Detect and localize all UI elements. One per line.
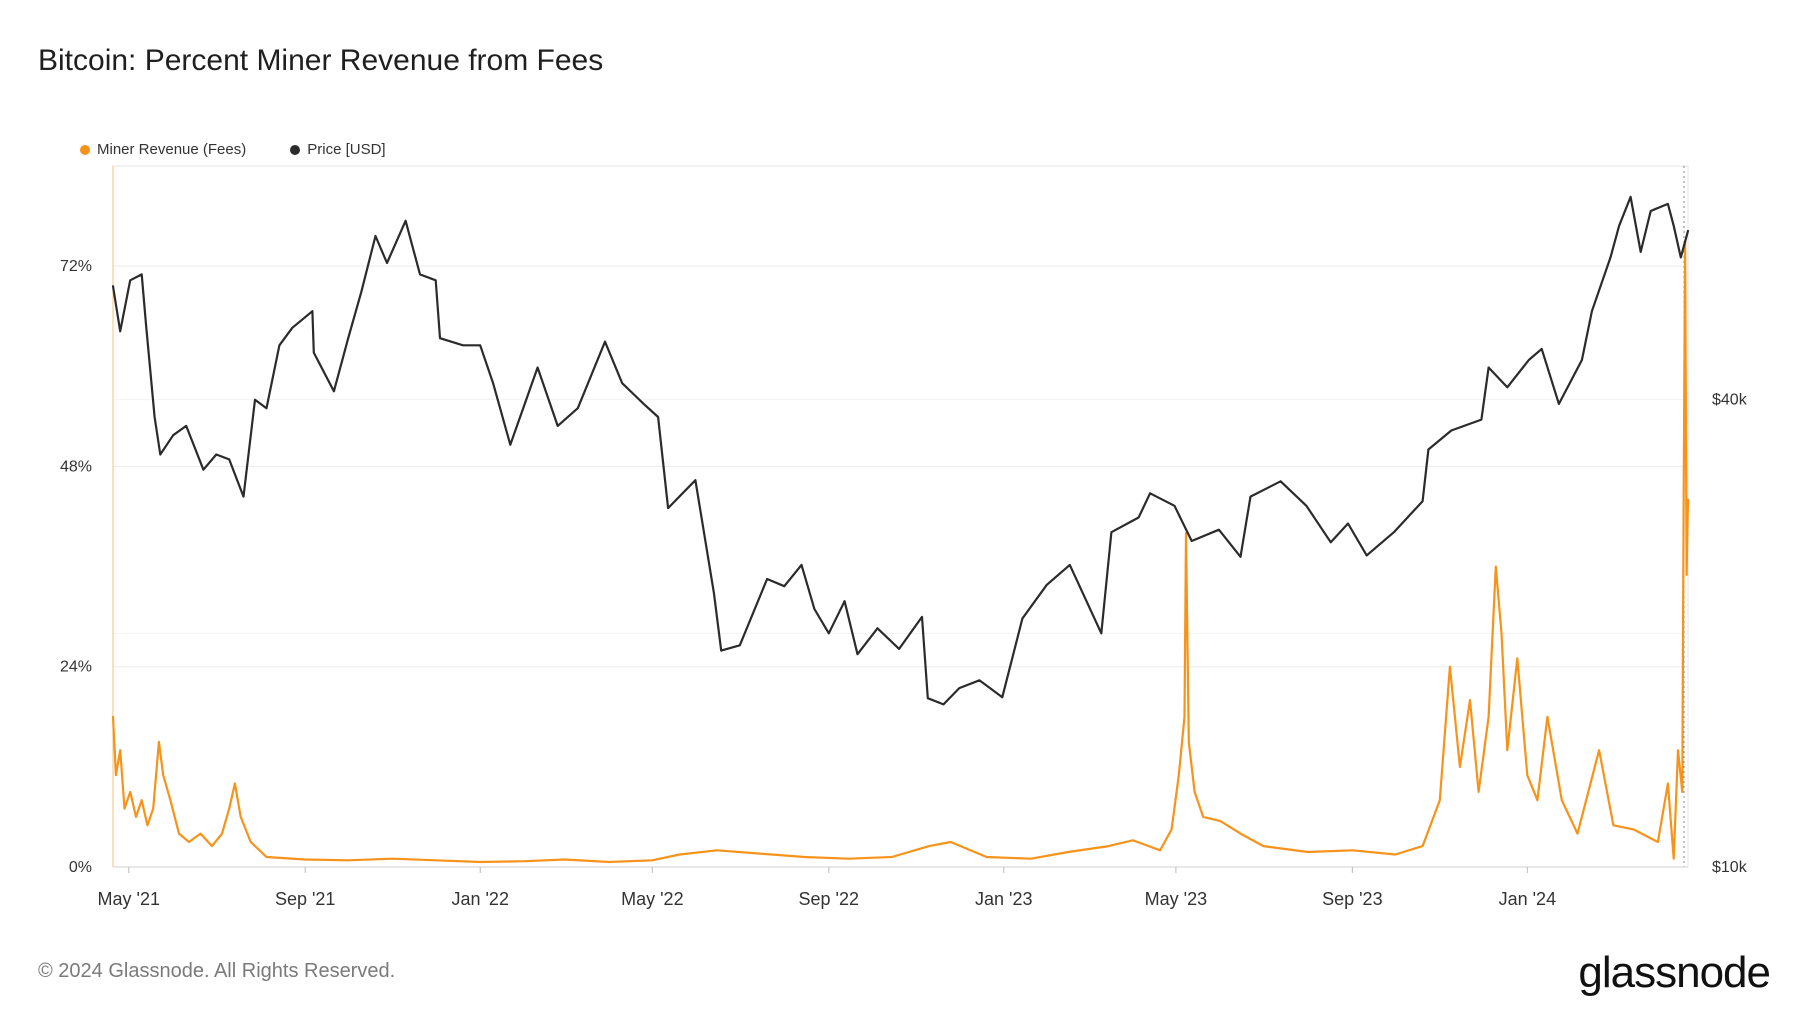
x-tick-label: May '23 [1145,889,1207,909]
left-tick-label: 72% [60,258,92,275]
brand-logo: glassnode [1578,948,1771,997]
legend-item-fees[interactable]: Miner Revenue (Fees) [80,141,246,158]
right-tick-label: $10k [1712,859,1748,876]
left-tick-label: 48% [60,458,92,475]
series-line-price-usd[interactable] [111,195,1690,706]
x-tick-label: Jan '22 [451,889,508,909]
grid-lines [113,265,1688,868]
series-layer [111,195,1690,864]
series-line-miner-revenue-fees[interactable] [111,240,1690,864]
copyright-footer: © 2024 Glassnode. All Rights Reserved. [38,960,396,982]
right-axis-ticks: $10k $40k [1712,392,1748,876]
legend-dot-price [290,144,301,155]
left-tick-label: 24% [60,659,92,676]
left-tick-label: 0% [69,859,92,876]
legend-dot-fees [80,144,90,155]
chart-title: Bitcoin: Percent Miner Revenue from Fees [38,44,604,77]
plot-frame [112,165,1689,868]
x-tick-label: May '22 [621,889,683,909]
legend-item-price[interactable]: Price [USD] [290,141,386,158]
right-tick-label: $40k [1712,392,1748,409]
x-tick-label: Jan '23 [975,889,1032,909]
legend-label-price: Price [USD] [307,141,386,158]
x-tick-label: Sep '22 [799,889,860,909]
plot-border [112,165,1689,868]
x-tick-label: Sep '23 [1322,889,1383,909]
legend: Miner Revenue (Fees) Price [USD] [80,141,386,158]
left-axis-ticks: 0% 24% 48% 72% [60,258,92,876]
legend-label-fees: Miner Revenue (Fees) [97,141,247,158]
x-tick-label: May '21 [98,889,160,909]
x-axis-ticks: May '21 Sep '21 Jan '22 May '22 Sep '22 Jan '… [98,867,1556,909]
x-tick-label: Sep '21 [275,889,336,909]
x-tick-label: Jan '24 [1499,889,1556,909]
